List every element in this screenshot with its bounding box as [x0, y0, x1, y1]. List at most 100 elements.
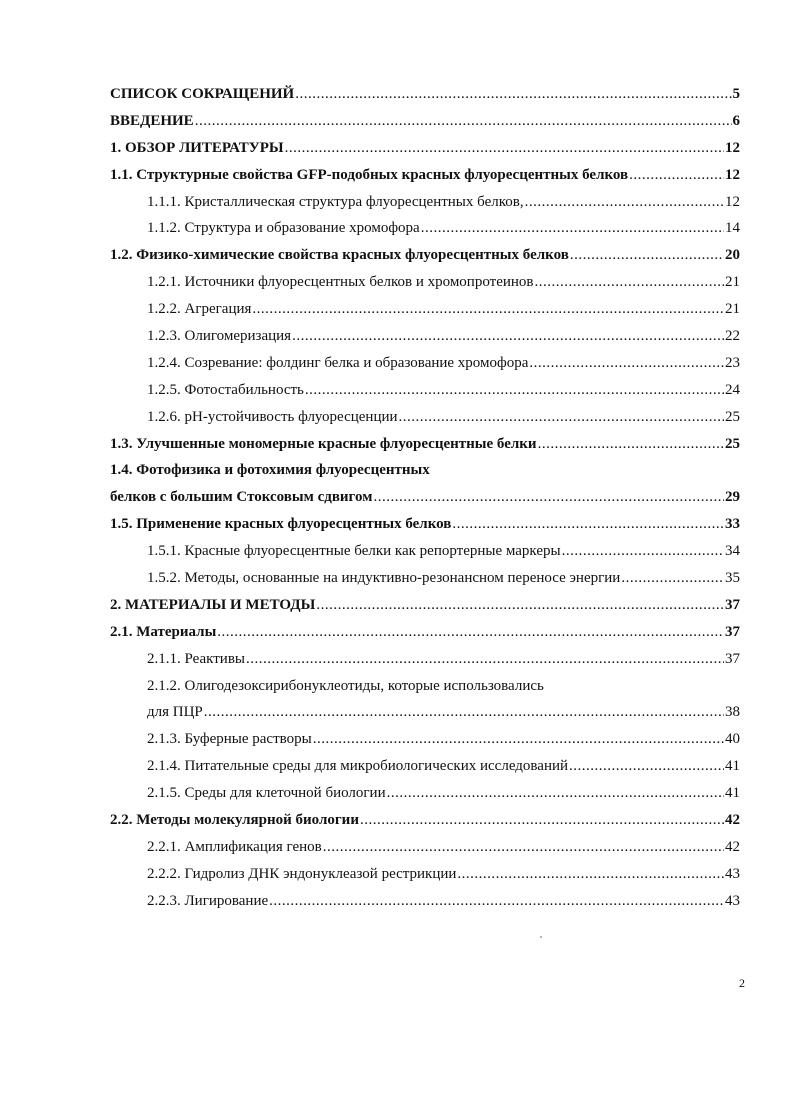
- toc-entry-page: 29: [725, 489, 740, 506]
- toc-entry-page: 43: [725, 892, 740, 909]
- dot-leader: [452, 516, 724, 533]
- toc-entry: 1.2.5. Фотостабильность 24: [110, 382, 740, 409]
- toc-entry: 1.4. Фотофизика и фотохимия флуоресцентн…: [110, 462, 740, 489]
- toc-entry-page: 43: [725, 865, 740, 882]
- toc-entry-title: 1.2.1. Источники флуоресцентных белков и…: [147, 274, 534, 291]
- toc-entry-continuation: для ПЦР 38: [110, 704, 740, 731]
- toc-entry: 1.1.1. Кристаллическая структура флуорес…: [110, 194, 740, 221]
- toc-entry: 2.2. Методы молекулярной биологии 42: [110, 812, 740, 839]
- toc-entry: 1.5.2. Методы, основанные на индуктивно-…: [110, 570, 740, 597]
- dot-leader: [246, 651, 724, 668]
- toc-entry: ВВЕДЕНИЕ 6: [110, 113, 740, 140]
- toc-entry-title-cont: белков с большим Стоксовым сдвигом: [110, 489, 373, 506]
- toc-entry-page: 33: [725, 516, 740, 533]
- toc-entry: 1. ОБЗОР ЛИТЕРАТУРЫ 12: [110, 140, 740, 167]
- toc-entry: 1.1. Структурные свойства GFP-подобных к…: [110, 167, 740, 194]
- toc-entry: 1.2.3. Олигомеризация 22: [110, 328, 740, 355]
- toc-entry: 2.2.1. Амплификация генов 42: [110, 839, 740, 866]
- toc-entry-page: 12: [725, 166, 740, 183]
- toc-entry: 2. МАТЕРИАЛЫ И МЕТОДЫ 37: [110, 597, 740, 624]
- toc-entry-title: 1.2.6. pH-устойчивость флуоресценции: [147, 408, 398, 425]
- toc-entry-page: 37: [725, 623, 740, 640]
- toc-entry-title: 2.1.4. Питательные среды для микробиолог…: [147, 758, 569, 775]
- toc-entry: 1.5.1. Красные флуоресцентные белки как …: [110, 543, 740, 570]
- scan-speck: [540, 936, 542, 938]
- dot-leader: [204, 704, 724, 721]
- toc-entry-title: 1.1.1. Кристаллическая структура флуорес…: [147, 193, 524, 210]
- dot-leader: [525, 194, 724, 211]
- dot-leader: [373, 489, 724, 506]
- toc-entry-page: 21: [725, 274, 740, 291]
- toc-entry: 2.1.5. Среды для клеточной биологии 41: [110, 785, 740, 812]
- toc-entry-title: 1.5.1. Красные флуоресцентные белки как …: [147, 543, 561, 560]
- toc-entry: 2.2.3. Лигирование 43: [110, 893, 740, 920]
- dot-leader: [399, 409, 724, 426]
- dot-leader: [562, 543, 724, 560]
- toc-entry-title: 2.2. Методы молекулярной биологии: [110, 812, 359, 829]
- toc-entry: 1.2.6. pH-устойчивость флуоресценции 25: [110, 409, 740, 436]
- toc-entry: 1.2.2. Агрегация 21: [110, 301, 740, 328]
- toc-entry-title: 1.4. Фотофизика и фотохимия флуоресцентн…: [110, 462, 430, 479]
- toc-entry-page: 34: [725, 543, 740, 560]
- toc-entry-page: 21: [725, 301, 740, 318]
- toc-entry-page: 22: [725, 328, 740, 345]
- dot-leader: [252, 301, 724, 318]
- toc-entry-page: 37: [725, 650, 740, 667]
- dot-leader: [621, 570, 724, 587]
- toc-entry: 1.2. Физико-химические свойства красных …: [110, 247, 740, 274]
- toc-entry-page: 41: [725, 758, 740, 775]
- dot-leader: [360, 812, 724, 829]
- toc-entry-title: 1.2.4. Созревание: фолдинг белка и образ…: [147, 354, 529, 371]
- toc-entry-title: ВВЕДЕНИЕ: [110, 112, 194, 129]
- toc-entry-page: 24: [725, 381, 740, 398]
- toc-entry: 2.1.2. Олигодезоксирибонуклеотиды, котор…: [110, 678, 740, 705]
- toc-entry-title: 2.2.1. Амплификация генов: [147, 838, 322, 855]
- toc-entry-page: 35: [725, 570, 740, 587]
- toc-entry: 1.5. Применение красных флуоресцентных б…: [110, 516, 740, 543]
- toc-entry-page: 40: [725, 731, 740, 748]
- toc-entry-title: 1.1.2. Структура и образование хромофора: [147, 220, 420, 237]
- toc-entry-title: 1.2.3. Олигомеризация: [147, 328, 292, 345]
- dot-leader: [569, 758, 724, 775]
- toc-entry-title: 2.1.3. Буферные растворы: [147, 731, 312, 748]
- dot-leader: [295, 86, 731, 103]
- toc-entry: 1.1.2. Структура и образование хромофора…: [110, 220, 740, 247]
- toc-entry-page: 14: [725, 220, 740, 237]
- toc-entry: 2.1. Материалы 37: [110, 624, 740, 651]
- toc-entry-title: 2.1.1. Реактивы: [147, 650, 245, 667]
- dot-leader: [387, 785, 724, 802]
- toc-entry-title: 2.2.3. Лигирование: [147, 892, 269, 909]
- toc-entry-title: 2.1.2. Олигодезоксирибонуклеотиды, котор…: [147, 677, 544, 694]
- toc-entry-page: 20: [725, 247, 740, 264]
- dot-leader: [316, 597, 724, 614]
- toc-entry-page: 25: [725, 408, 740, 425]
- toc-entry-title: 2.1.5. Среды для клеточной биологии: [147, 785, 386, 802]
- dot-leader: [292, 328, 724, 345]
- toc-entry: 1.2.1. Источники флуоресцентных белков и…: [110, 274, 740, 301]
- toc-entry-page: 12: [725, 193, 740, 210]
- toc-entry: 1.3. Улучшенные мономерные красные флуор…: [110, 436, 740, 463]
- toc-entry-page: 41: [725, 785, 740, 802]
- dot-leader: [570, 247, 724, 264]
- dot-leader: [217, 624, 724, 641]
- toc-entry-title: 2.2.2. Гидролиз ДНК эндонуклеазой рестри…: [147, 865, 457, 882]
- toc-entry-title: 1.2.5. Фотостабильность: [147, 381, 304, 398]
- toc-entry-title: 2. МАТЕРИАЛЫ И МЕТОДЫ: [110, 596, 316, 613]
- dot-leader: [285, 140, 724, 157]
- toc-entry-page: 6: [732, 112, 741, 129]
- dot-leader: [313, 731, 724, 748]
- dot-leader: [421, 220, 724, 237]
- toc-entry-page: 42: [725, 812, 740, 829]
- toc-entry-page: 23: [725, 354, 740, 371]
- toc-entry-page: 38: [725, 704, 740, 721]
- toc-entry-title: 1.2. Физико-химические свойства красных …: [110, 247, 569, 264]
- dot-leader: [305, 382, 724, 399]
- toc-entry-title: 1.2.2. Агрегация: [147, 301, 252, 318]
- toc-entry-title: СПИСОК СОКРАЩЕНИЙ: [110, 86, 295, 102]
- toc-entry-title: 1. ОБЗОР ЛИТЕРАТУРЫ: [110, 139, 284, 156]
- toc-entry: 2.1.1. Реактивы 37: [110, 651, 740, 678]
- toc-entry-title-cont: для ПЦР: [147, 704, 203, 721]
- dot-leader: [323, 839, 724, 856]
- dot-leader: [195, 113, 732, 130]
- toc-entry-title: 1.5. Применение красных флуоресцентных б…: [110, 516, 452, 533]
